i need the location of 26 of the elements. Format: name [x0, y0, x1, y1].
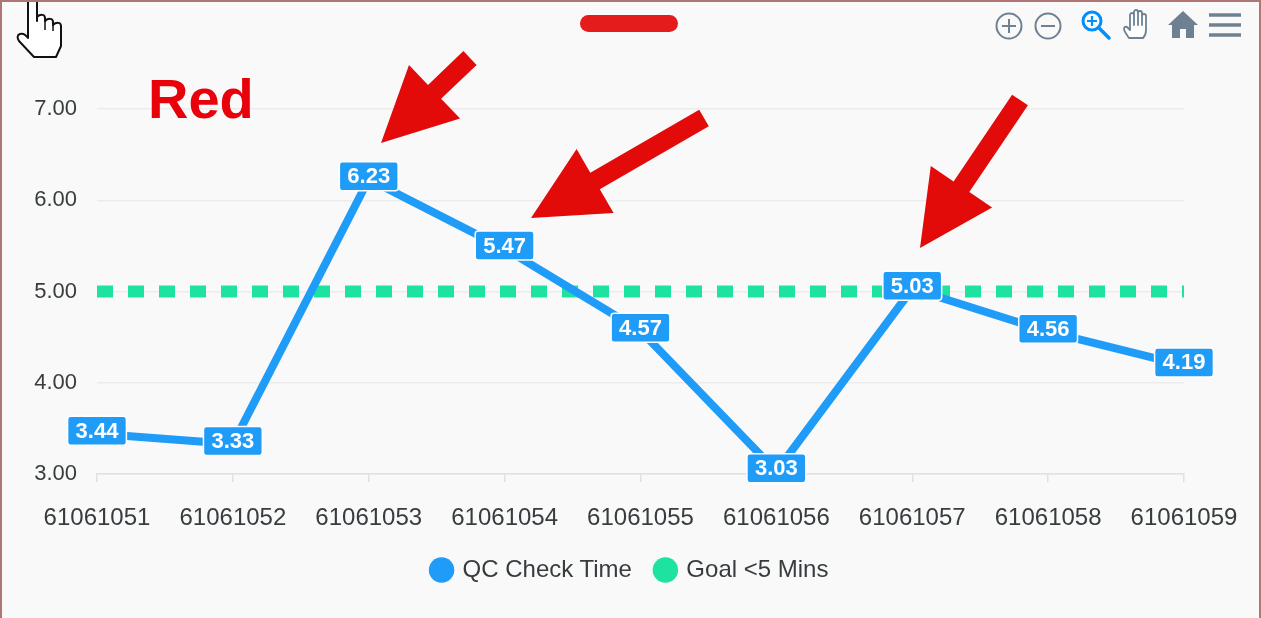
data-label: 4.57 [619, 314, 662, 340]
x-tick-label: 61061059 [1130, 503, 1238, 531]
data-label: 3.03 [754, 455, 798, 481]
y-tick-label: 3.00 [34, 460, 77, 486]
data-label: 3.44 [75, 417, 120, 443]
data-label: 6.23 [347, 163, 391, 189]
legend-label: QC Check Time [462, 554, 632, 582]
x-tick-label: 61061058 [994, 503, 1102, 531]
x-tick-label: 61061057 [858, 503, 966, 531]
y-tick-label: 7.00 [34, 95, 77, 121]
legend-label: Goal <5 Mins [686, 554, 829, 582]
annotation: Red [148, 67, 254, 130]
x-tick-label: 61061053 [315, 503, 423, 531]
data-label: 5.03 [890, 272, 934, 298]
y-tick-label: 5.00 [34, 277, 77, 303]
x-tick-label: 61061056 [722, 503, 830, 531]
x-tick-label: 61061051 [43, 503, 151, 531]
x-tick-label: 61061055 [587, 503, 694, 531]
data-label: 5.47 [483, 232, 527, 258]
y-tick-label: 4.00 [34, 368, 77, 394]
data-label: 3.33 [211, 427, 255, 453]
data-label: 4.19 [1162, 349, 1206, 375]
x-tick-label: 61061052 [179, 503, 287, 531]
x-tick-label: 61061054 [451, 503, 559, 531]
data-label: 4.56 [1026, 315, 1070, 341]
y-tick-label: 6.00 [34, 186, 77, 212]
